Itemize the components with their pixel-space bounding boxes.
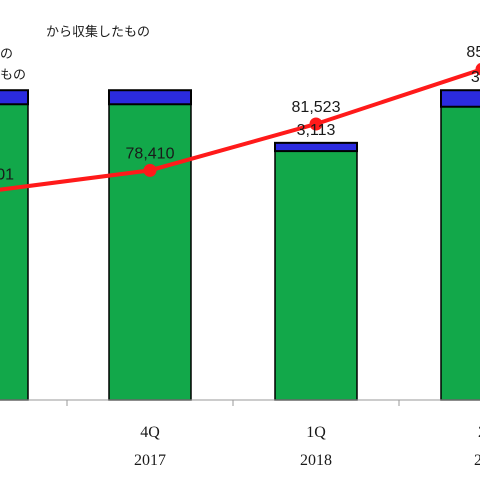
bar-main-1 bbox=[0, 103, 29, 401]
x-tick-label-quarter-4: 2 bbox=[478, 424, 480, 441]
line-label-4: 85,2 bbox=[466, 44, 480, 61]
x-tick-label-quarter-2: 4Q bbox=[140, 424, 160, 441]
bar-top-4 bbox=[440, 89, 480, 108]
line-label-3: 81,523 bbox=[292, 99, 341, 116]
bar-label-3: 3,113 bbox=[297, 122, 336, 139]
x-tick-label-year-3: 2018 bbox=[300, 452, 332, 469]
line-point-3 bbox=[309, 117, 323, 131]
bar-label-4: 3,7 bbox=[471, 69, 480, 86]
line-point-2 bbox=[143, 163, 157, 177]
bar-top-2 bbox=[108, 89, 192, 106]
bar-top-1 bbox=[0, 89, 29, 106]
bar-top-3 bbox=[274, 141, 358, 153]
line-point-4 bbox=[475, 62, 480, 76]
x-axis-ticks: 74Q20171Q2018220 bbox=[66, 400, 480, 469]
bar-main-2 bbox=[108, 103, 192, 401]
line-label-2: 78,410 bbox=[126, 145, 175, 162]
x-tick-label-quarter-3: 1Q bbox=[306, 424, 326, 441]
line-label-1: 01 bbox=[0, 166, 14, 183]
legend-text-1: から収集したもの bbox=[46, 24, 150, 40]
bars bbox=[0, 89, 480, 401]
bar-main-3 bbox=[274, 150, 358, 401]
legend-text-3: もの bbox=[0, 68, 26, 83]
line-series-path bbox=[0, 67, 480, 192]
bar-main-4 bbox=[440, 105, 480, 401]
x-tick-label-year-2: 2017 bbox=[134, 452, 166, 469]
line-series bbox=[0, 62, 480, 192]
legend-text-2: の bbox=[0, 47, 13, 62]
data-labels: 01 78,410 81,523 85,2 3,113 3,7 bbox=[0, 44, 480, 183]
x-tick-label-year-4: 20 bbox=[474, 452, 480, 469]
